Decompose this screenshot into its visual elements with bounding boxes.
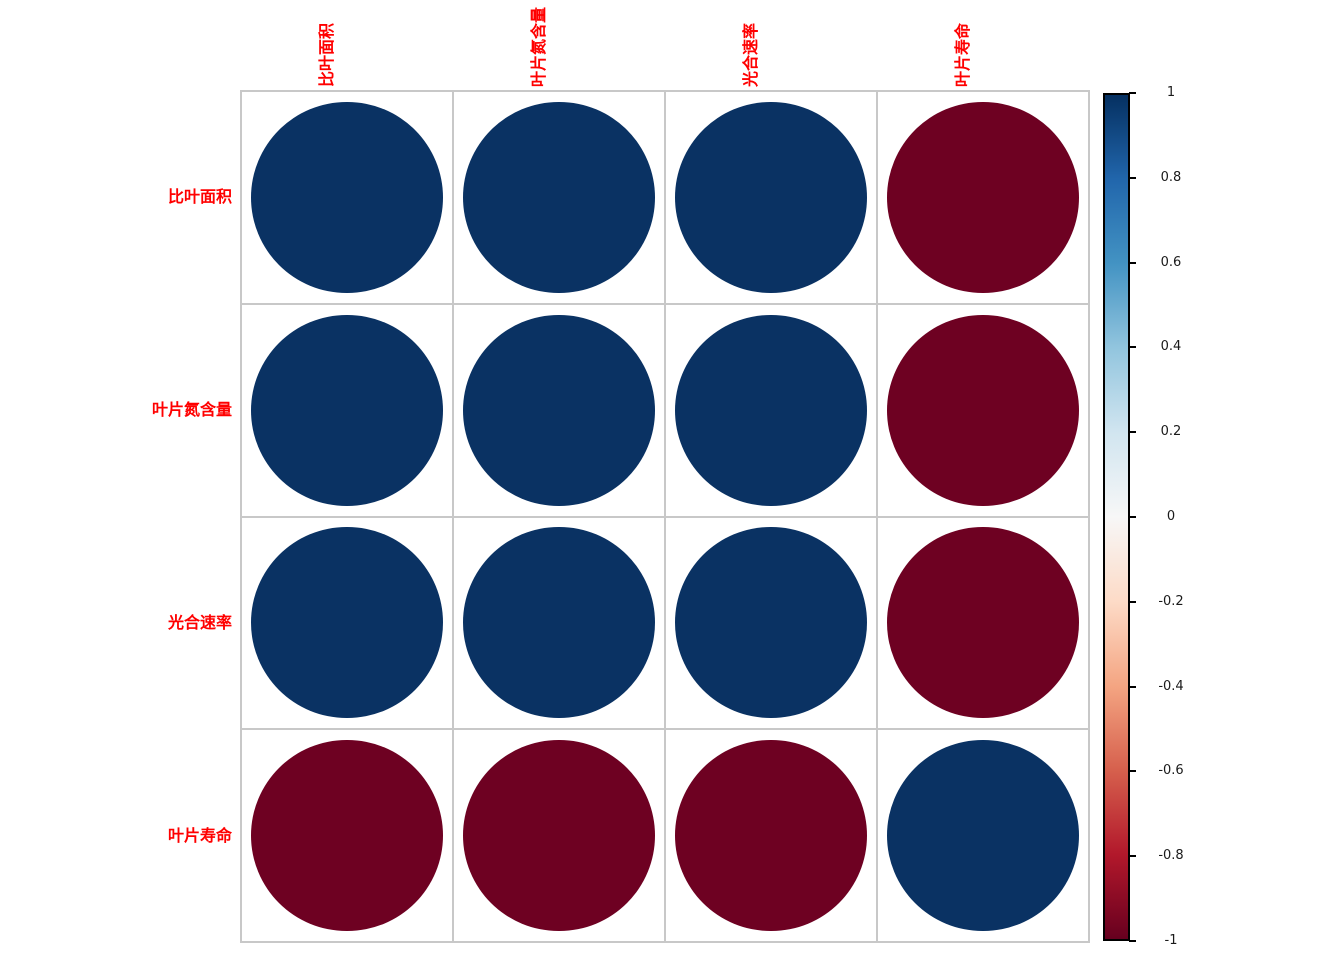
column-label-3: 叶片寿命 [953,22,972,87]
correlation-cell-0-0 [242,92,452,303]
correlation-circle [675,314,867,506]
correlation-cell-0-3 [878,92,1088,303]
column-label-1: 叶片氮含量 [529,6,548,87]
correlation-cell-2-2 [666,517,876,729]
colorbar-gradient [1103,93,1130,941]
correlation-circle [251,101,443,293]
correlation-cell-3-3 [878,730,1088,941]
correlation-circle [887,740,1079,932]
colorbar-tick-label: -1 [1164,933,1178,948]
colorbar-tick-mark [1129,855,1136,858]
correlation-circle [463,527,655,719]
correlation-circle [887,101,1079,293]
colorbar-tick-mark [1129,516,1136,518]
colorbar-tick-mark [1129,261,1136,264]
correlation-circle [675,527,867,719]
colorbar-tick-mark [1129,431,1136,434]
colorbar-tick-mark [1129,685,1136,688]
correlation-circle [675,740,867,932]
colorbar-tick-mark [1129,176,1136,179]
row-label-3: 叶片寿命 [167,825,232,845]
correlation-cell-1-1 [454,304,664,516]
correlation-cell-3-2 [666,730,876,941]
correlation-cell-1-2 [666,304,876,516]
colorbar-tick-label: 1 [1166,85,1176,100]
column-label-0: 比叶面积 [317,22,336,87]
correlation-circle [887,314,1079,506]
colorbar-tick-label: -0.8 [1158,848,1184,864]
correlation-cell-3-0 [242,730,452,941]
column-label-2: 光合速率 [741,22,760,87]
correlation-grid [240,90,1090,943]
correlation-circle [675,101,867,293]
correlation-cell-1-3 [878,304,1088,516]
colorbar-tick-label: 0.8 [1160,169,1182,185]
colorbar-tick-label: 0.6 [1160,254,1182,270]
colorbar-tick-mark [1129,92,1136,94]
correlation-circle [887,527,1079,719]
colorbar-tick-label: -0.2 [1158,593,1184,609]
correlation-circle [463,101,655,293]
colorbar-tick-label: 0 [1166,509,1176,524]
colorbar-tick-mark [1129,346,1136,349]
row-label-0: 比叶面积 [167,187,232,207]
colorbar-tick-label: -0.6 [1158,763,1184,779]
colorbar-tick-label: 0.4 [1160,339,1182,355]
colorbar-tick-mark [1129,770,1136,773]
correlation-cell-2-0 [242,517,452,729]
colorbar-tick-mark [1129,940,1136,942]
correlation-circle [463,740,655,932]
correlation-cell-3-1 [454,730,664,941]
correlation-cell-2-1 [454,517,664,729]
correlation-cell-1-0 [242,304,452,516]
correlation-circle [251,314,443,506]
correlation-circle [251,740,443,932]
correlation-cell-2-3 [878,517,1088,729]
row-label-2: 光合速率 [167,612,232,632]
row-label-1: 叶片氮含量 [151,400,232,420]
colorbar-tick-label: -0.4 [1158,678,1184,694]
correlation-circle [463,314,655,506]
correlation-circle [251,527,443,719]
correlation-cell-0-1 [454,92,664,303]
correlation-cell-0-2 [666,92,876,303]
colorbar-tick-mark [1129,600,1136,603]
colorbar-tick-label: 0.2 [1160,424,1182,440]
